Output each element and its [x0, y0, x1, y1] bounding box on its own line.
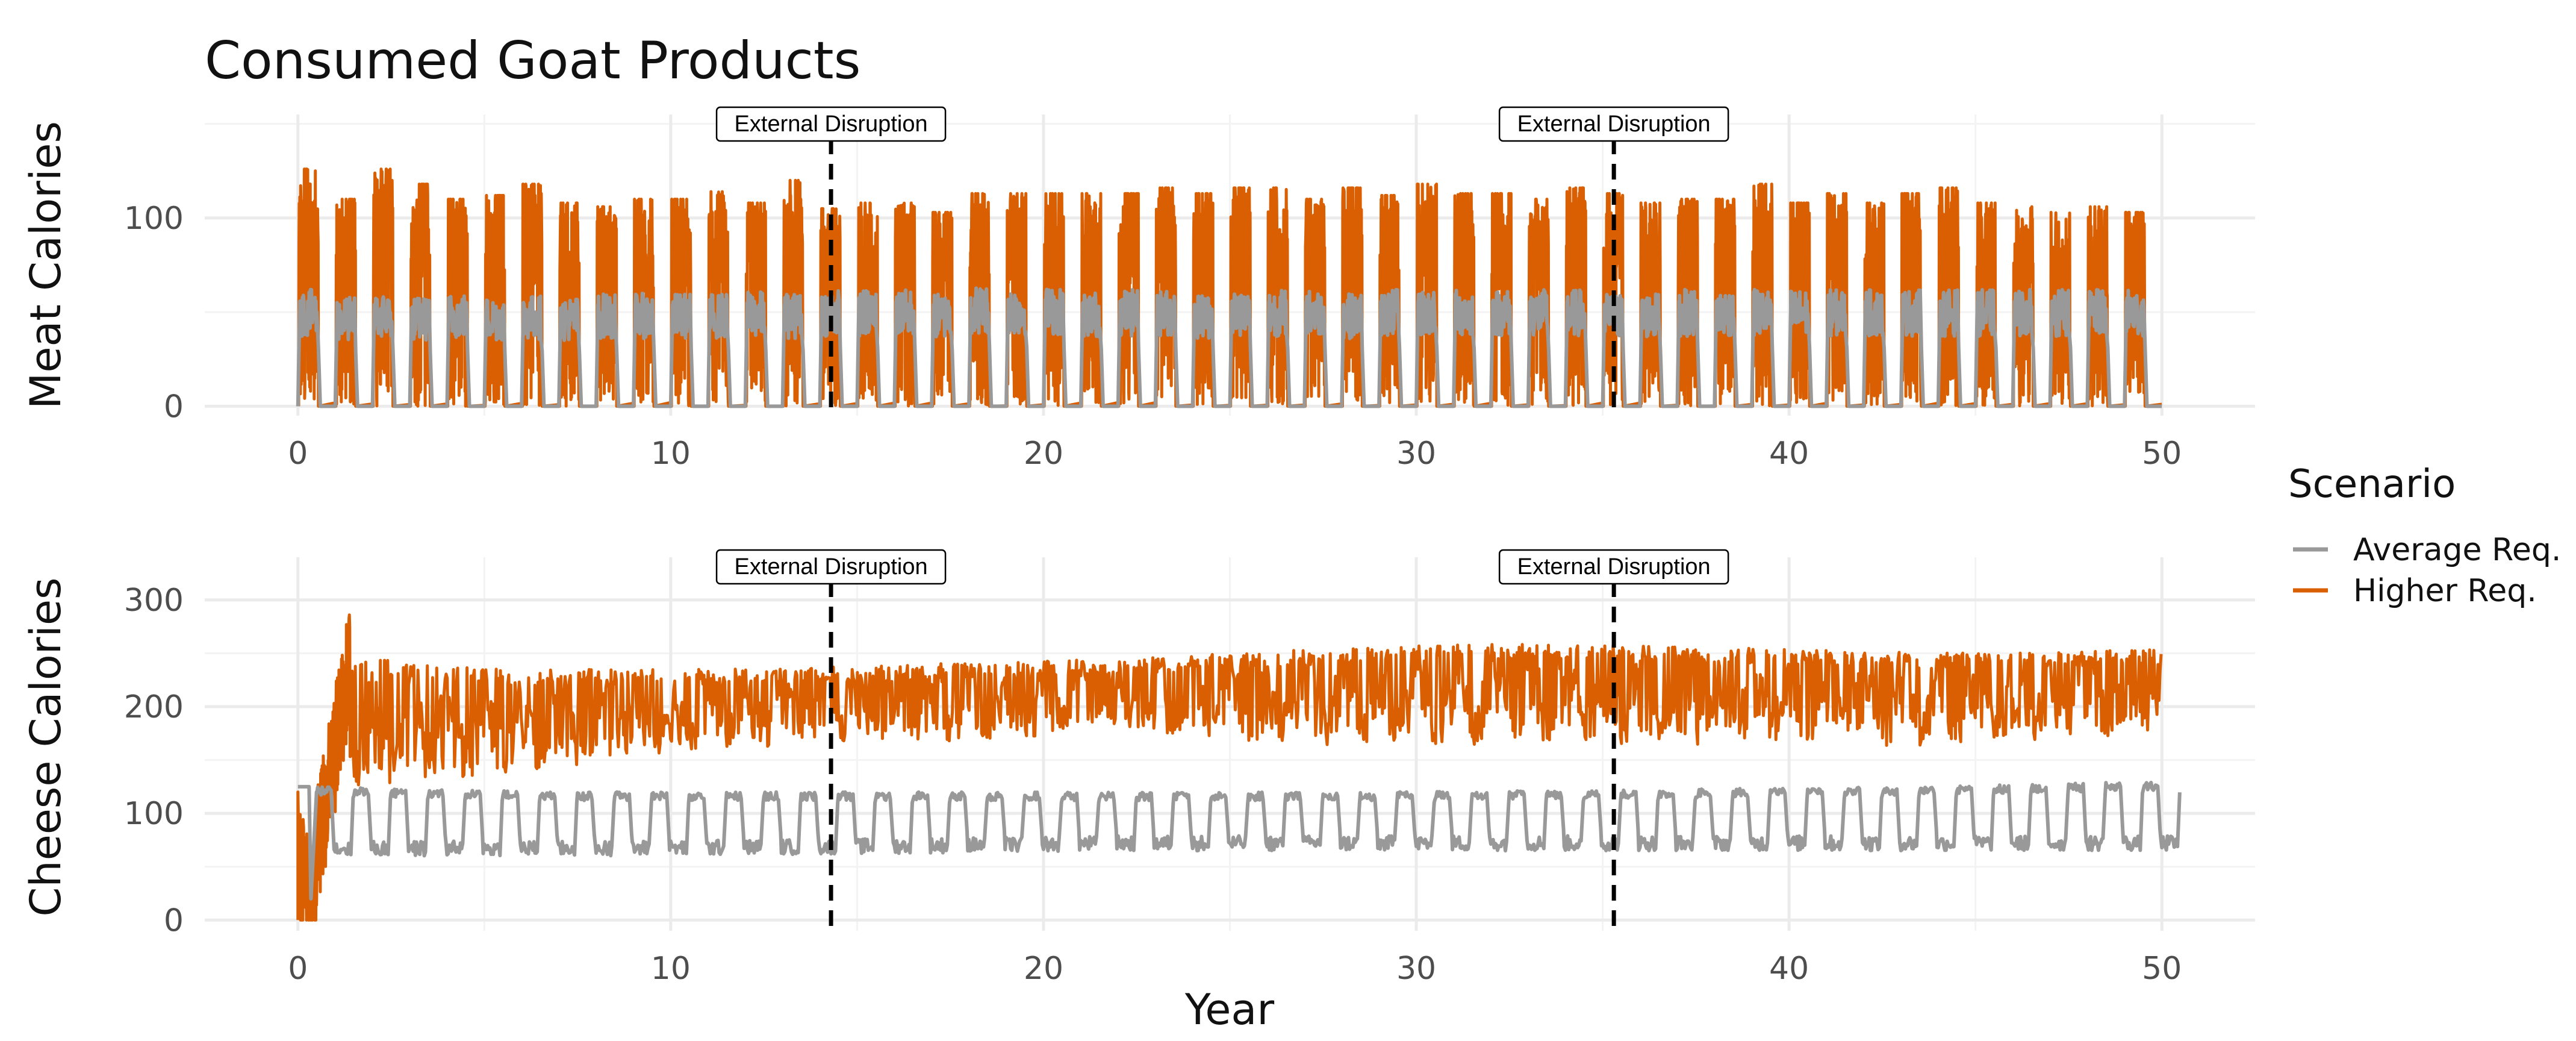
legend-label-higher: Higher Req. [2353, 573, 2537, 609]
cheese-disruption-label-box-1 [715, 549, 947, 585]
cheese-disruption-label-2: External Disruption [1517, 554, 1711, 580]
cheese-x-tick-label: 10 [651, 951, 691, 987]
cheese-x-tick-label: 0 [288, 951, 308, 987]
meat-x-tick-label: 0 [288, 436, 308, 472]
meat-disruption-label-box-2 [1498, 106, 1729, 142]
panel-meat: External Disruption External Disruption 0… [21, 106, 2255, 472]
meat-series [296, 167, 2162, 408]
meat-disruption-label-box-1 [715, 106, 947, 142]
meat-series-average-line [296, 286, 2162, 408]
cheese-x-tick-label: 30 [1396, 951, 1436, 987]
cheese-series-average-line [297, 781, 2182, 901]
cheese-x-tick-label: 20 [1024, 951, 1063, 987]
cheese-disruption-label-1: External Disruption [735, 554, 928, 580]
cheese-series [296, 613, 2182, 922]
meat-annotations: External Disruption External Disruption [715, 106, 1729, 416]
cheese-disruption-label-box-2 [1498, 549, 1729, 585]
legend-label-average: Average Req. [2353, 532, 2561, 568]
meat-disruption-label-1: External Disruption [735, 111, 928, 137]
meat-y-axis-label: Meat Calories [21, 121, 70, 409]
meat-ticks: 0 10 20 30 40 50 0 100 [124, 201, 2182, 472]
cheese-series-higher-line [296, 613, 2163, 922]
meat-y-tick-label: 0 [164, 389, 184, 425]
x-axis-label: Year [1184, 985, 1274, 1034]
legend-title: Scenario [2288, 462, 2456, 507]
meat-x-tick-label: 40 [1769, 436, 1809, 472]
meat-x-tick-label: 50 [2142, 436, 2182, 472]
cheese-y-tick-label: 300 [124, 583, 184, 619]
cheese-annotations: External Disruption External Disruption [715, 549, 1729, 931]
meat-disruption-label-2: External Disruption [1517, 111, 1711, 137]
cheese-y-tick-label: 200 [124, 689, 184, 725]
panel-cheese: External Disruption External Disruption 0… [21, 549, 2255, 1034]
cheese-y-tick-label: 0 [164, 902, 184, 939]
cheese-y-tick-label: 100 [124, 796, 184, 832]
legend: Scenario Average Req. Higher Req. [2288, 462, 2561, 609]
meat-y-tick-label: 100 [124, 201, 184, 237]
cheese-ticks: 0 10 20 30 40 50 0 100 200 300 [124, 583, 2182, 987]
chart-title: Consumed Goat Products [205, 31, 860, 91]
meat-x-tick-label: 10 [651, 436, 691, 472]
meat-x-tick-label: 20 [1024, 436, 1063, 472]
meat-x-tick-label: 30 [1396, 436, 1436, 472]
cheese-x-tick-label: 40 [1769, 951, 1809, 987]
cheese-y-axis-label: Cheese Calories [21, 578, 70, 917]
cheese-x-tick-label: 50 [2142, 951, 2182, 987]
